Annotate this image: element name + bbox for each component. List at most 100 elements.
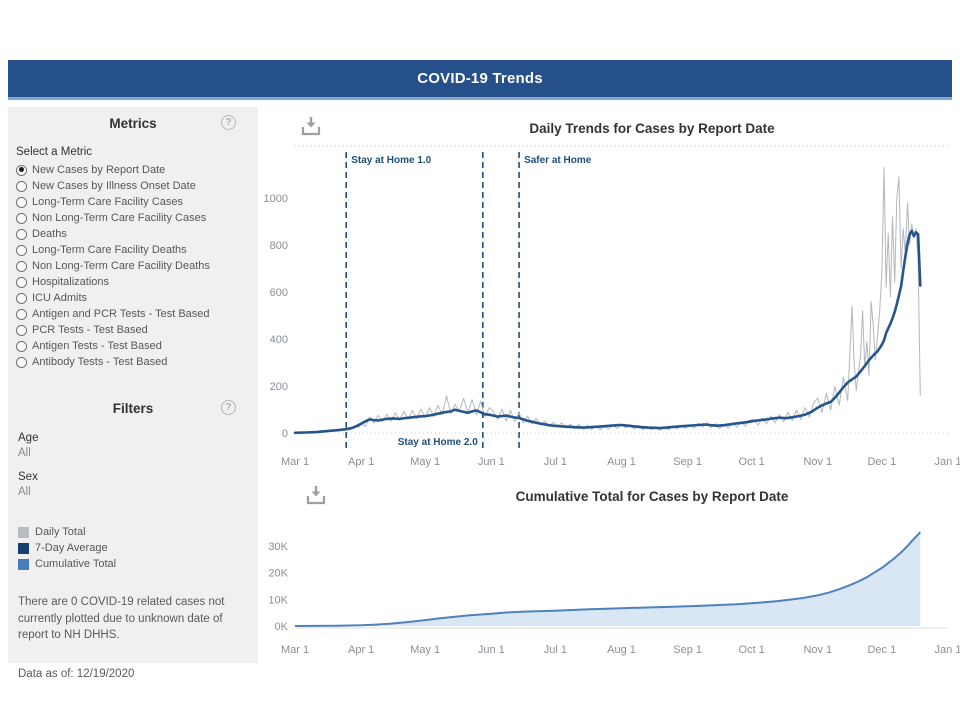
metric-option-7[interactable]: Hospitalizations xyxy=(14,274,252,290)
radio-icon[interactable] xyxy=(16,308,27,320)
svg-text:Oct 1: Oct 1 xyxy=(739,456,765,468)
metric-option-label: Hospitalizations xyxy=(32,276,110,288)
legend-label: Cumulative Total xyxy=(35,558,117,570)
radio-icon[interactable] xyxy=(16,324,27,336)
legend-swatch-icon xyxy=(18,542,29,554)
legend-label: 7-Day Average xyxy=(35,542,108,554)
metric-option-10[interactable]: PCR Tests - Test Based xyxy=(14,322,252,338)
metric-option-label: Non Long-Term Care Facility Deaths xyxy=(32,260,210,272)
filter-value[interactable]: All xyxy=(18,486,31,498)
daily-trends-chart-title: Daily Trends for Cases by Report Date xyxy=(529,121,775,136)
filters-title: Filters xyxy=(112,401,154,416)
annotation-label: Stay at Home 2.0 xyxy=(398,437,478,448)
sidebar: Metrics ? Select a Metric New Cases by R… xyxy=(8,107,258,680)
cumulative-area xyxy=(295,532,921,626)
legend-label: Daily Total xyxy=(35,526,86,538)
filter-fields: Age All Sex All xyxy=(14,432,252,498)
metric-option-3[interactable]: Non Long-Term Care Facility Cases xyxy=(14,210,252,226)
svg-text:Apr 1: Apr 1 xyxy=(348,456,374,468)
svg-text:10K: 10K xyxy=(268,594,288,606)
radio-icon[interactable] xyxy=(16,212,27,224)
metric-option-4[interactable]: Deaths xyxy=(14,226,252,242)
svg-text:Mar 1: Mar 1 xyxy=(281,644,309,656)
legend-item: Cumulative Total xyxy=(18,556,252,572)
svg-text:Aug 1: Aug 1 xyxy=(607,644,636,656)
radio-icon[interactable] xyxy=(16,356,27,368)
series-daily-total xyxy=(294,166,921,434)
metric-option-12[interactable]: Antibody Tests - Test Based xyxy=(14,354,252,370)
radio-icon[interactable] xyxy=(16,180,27,192)
svg-text:Nov 1: Nov 1 xyxy=(803,456,832,468)
metric-option-1[interactable]: New Cases by Illness Onset Date xyxy=(14,178,252,194)
metric-option-9[interactable]: Antigen and PCR Tests - Test Based xyxy=(14,306,252,322)
svg-text:400: 400 xyxy=(270,334,288,346)
legend-item: 7-Day Average xyxy=(18,540,252,556)
annotation-label: Safer at Home xyxy=(524,155,592,166)
cumulative-chart-title: Cumulative Total for Cases by Report Dat… xyxy=(515,489,789,504)
metric-option-11[interactable]: Antigen Tests - Test Based xyxy=(14,338,252,354)
metrics-title: Metrics xyxy=(109,116,157,131)
annotation-label: Stay at Home 1.0 xyxy=(351,155,431,166)
filters-panel-header: Filters ? xyxy=(14,400,252,420)
metrics-panel-header: Metrics ? xyxy=(14,115,252,135)
metric-option-5[interactable]: Long-Term Care Facility Deaths xyxy=(14,242,252,258)
svg-text:Jan 1: Jan 1 xyxy=(935,644,960,656)
svg-text:1000: 1000 xyxy=(264,193,288,205)
download-icon[interactable] xyxy=(298,114,324,138)
metric-option-0[interactable]: New Cases by Report Date xyxy=(14,162,252,178)
svg-text:800: 800 xyxy=(270,240,288,252)
metric-option-label: Antibody Tests - Test Based xyxy=(32,356,168,368)
metric-option-label: Antigen Tests - Test Based xyxy=(32,340,162,352)
radio-selected-icon[interactable] xyxy=(16,164,27,176)
svg-text:Jul 1: Jul 1 xyxy=(544,456,567,468)
svg-text:May 1: May 1 xyxy=(410,456,440,468)
metric-option-6[interactable]: Non Long-Term Care Facility Deaths xyxy=(14,258,252,274)
metric-list: New Cases by Report Date New Cases by Ill… xyxy=(14,162,252,370)
svg-text:Sep 1: Sep 1 xyxy=(673,456,702,468)
svg-text:200: 200 xyxy=(270,381,288,393)
dashboard-header: COVID-19 Trends xyxy=(8,60,952,100)
filter-label: Age xyxy=(18,432,39,444)
cumulative-line xyxy=(294,531,922,627)
legend-swatch-icon xyxy=(18,526,29,538)
metrics-help-icon[interactable]: ? xyxy=(221,115,236,130)
unplotted-cases-note: There are 0 COVID-19 related cases not c… xyxy=(18,596,225,642)
metric-option-label: New Cases by Illness Onset Date xyxy=(32,180,196,192)
svg-text:Sep 1: Sep 1 xyxy=(673,644,702,656)
legend: Daily Total 7-Day Average Cumulative Total xyxy=(18,524,252,572)
filter-sex: Sex All xyxy=(18,471,252,498)
metric-option-label: Antigen and PCR Tests - Test Based xyxy=(32,308,210,320)
dashboard-title: COVID-19 Trends xyxy=(417,70,543,87)
legend-item: Daily Total xyxy=(18,524,252,540)
radio-icon[interactable] xyxy=(16,228,27,240)
legend-swatch-icon xyxy=(18,558,29,570)
radio-icon[interactable] xyxy=(16,340,27,352)
radio-icon[interactable] xyxy=(16,276,27,288)
svg-text:Dec 1: Dec 1 xyxy=(867,644,896,656)
filter-value[interactable]: All xyxy=(18,447,31,459)
radio-icon[interactable] xyxy=(16,260,27,272)
radio-icon[interactable] xyxy=(16,196,27,208)
svg-text:May 1: May 1 xyxy=(410,644,440,656)
download-icon[interactable] xyxy=(303,483,329,507)
svg-text:Jan 1: Jan 1 xyxy=(935,456,960,468)
radio-icon[interactable] xyxy=(16,244,27,256)
filter-label: Sex xyxy=(18,471,38,483)
svg-text:Mar 1: Mar 1 xyxy=(281,456,309,468)
svg-text:0K: 0K xyxy=(275,621,289,633)
filters-help-icon[interactable]: ? xyxy=(221,400,236,415)
metric-option-8[interactable]: ICU Admits xyxy=(14,290,252,306)
svg-text:Dec 1: Dec 1 xyxy=(867,456,896,468)
svg-text:0: 0 xyxy=(282,428,288,440)
cumulative-chart: 0K 10K 20K 30K Mar 1 Apr 1 May 1 Jun 1 Jul 1 Aug … xyxy=(268,531,960,656)
metric-option-2[interactable]: Long-Term Care Facility Cases xyxy=(14,194,252,210)
metric-option-label: Deaths xyxy=(32,228,67,240)
radio-icon[interactable] xyxy=(16,292,27,304)
svg-text:Jul 1: Jul 1 xyxy=(544,644,567,656)
data-as-of: Data as of: 12/19/2020 xyxy=(18,668,135,681)
svg-text:20K: 20K xyxy=(268,568,288,580)
svg-text:Oct 1: Oct 1 xyxy=(739,644,765,656)
series-7-day-average xyxy=(293,229,922,435)
daily-trends-chart: 0 200 400 600 800 1000 Mar 1 Apr 1 May 1 Jun 1 Jul… xyxy=(264,145,960,468)
